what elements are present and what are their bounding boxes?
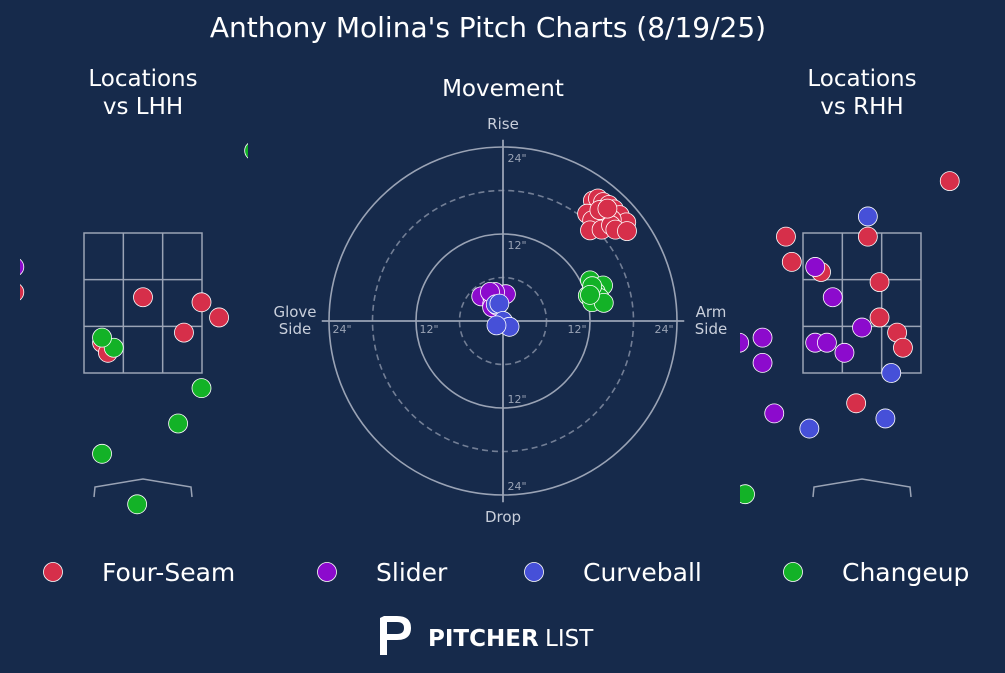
rhh-pitch-changeup [740,484,755,505]
rhh-pitch-curveball [857,206,878,227]
rhh-pitch-four-seam [869,272,890,293]
rhh-pitch-slider [654,404,673,423]
lhh-pitch-four-seam [209,307,229,328]
movement-pitch-four-seam [617,221,637,242]
lhh-pitch-changeup [191,378,212,399]
movement-panel-title: Movement [442,76,564,102]
movement-tick-label: 12" [419,323,438,336]
rhh-pitch-slider [654,348,673,367]
rhh-pitch-slider [665,454,684,473]
rhh-pitch-slider [834,342,855,363]
rhh-pitch-curveball [799,418,820,439]
lhh-pitch-four-seam [191,292,212,313]
legend-marker-curveball [524,562,544,582]
movement-tick-label: 24" [507,480,526,493]
rhh-pitch-slider [764,403,785,424]
logo-p-icon [380,616,411,655]
movement-tick-label: 12" [567,323,586,336]
movement-tick-label: 24" [507,152,526,165]
legend: Four-Seam Slider Curveball Changeup [43,558,969,587]
rhh-pitch-slider [822,287,843,308]
movement-plot: 12" 12" 12" 12" 24" 24" 24" 24" Rise Drop Glove Sid… [273,115,727,526]
legend-label-four-seam: Four-Seam [102,558,235,587]
rhh-pitch-four-seam [846,393,867,414]
movement-tick-label: 24" [654,323,673,336]
movement-pitch-four-seam [597,198,618,219]
rhh-pitch-slider [752,352,773,373]
movement-pitch-changeup [580,284,600,305]
chart-title: Anthony Molina's Pitch Charts (8/19/25) [210,11,766,44]
rhh-pitch-curveball [875,408,896,429]
movement-pitch-curveball [489,293,510,314]
legend-marker-changeup [783,562,803,582]
movement-label-glove-side: Glove Side [273,303,316,338]
rhh-pitch-slider [817,332,837,353]
lhh-pitch-changeup [244,143,248,159]
movement-tick-label: 12" [507,239,526,252]
rhh-pitch-four-seam [776,226,796,247]
legend-marker-four-seam [43,562,63,582]
lhh-pitch-four-seam [20,284,25,301]
lhh-pitch-changeup [127,494,148,515]
rhh-pitch-four-seam [648,358,667,377]
rhh-pitch-four-seam [857,226,878,247]
movement-label-arm-side: Arm Side [695,303,727,338]
lhh-pitch-changeup [0,465,12,484]
lhh-pitch-four-seam [133,287,153,308]
rhh-pitch-four-seam [939,171,960,192]
lhh-pitch-changeup [92,327,112,348]
legend-marker-slider [317,562,337,582]
rhh-panel-title: Locations vs RHH [807,66,916,120]
lhh-pitch-changeup [168,413,189,434]
lhh-home-plate [93,478,193,498]
pitcherlist-logo: PITCHER LIST [380,616,594,655]
rhh-pitch-curveball [881,363,902,383]
movement-pitch-curveball [486,315,507,336]
rhh-pitch-slider [852,317,872,338]
rhh-pitch-four-seam [893,337,913,358]
logo-text-light: LIST [545,626,594,652]
rhh-home-plate [812,478,912,498]
legend-label-changeup: Changeup [842,558,969,587]
rhh-pitch-four-seam [671,237,690,256]
rhh-pitch-four-seam [970,151,989,170]
legend-label-curveball: Curveball [583,558,702,587]
movement-tick-label: 24" [332,323,351,336]
lhh-pitch-slider [20,258,25,276]
movement-label-drop: Drop [485,508,521,526]
rhh-location-plot [648,151,989,534]
rhh-pitch-slider [805,257,826,277]
movement-tick-label: 12" [507,393,526,406]
lhh-location-plot [0,143,270,515]
rhh-pitch-four-seam [683,343,702,362]
lhh-pitch-four-seam [251,313,270,332]
rhh-pitch-curveball [712,515,731,534]
rhh-pitch-four-seam [781,251,802,272]
legend-label-slider: Slider [376,558,448,587]
rhh-pitch-slider [700,444,719,463]
rhh-pitch-slider [752,327,773,348]
movement-label-rise: Rise [487,115,519,133]
rhh-pitch-four-seam [869,307,890,328]
lhh-pitch-four-seam [174,322,194,343]
lhh-pitch-changeup [92,443,112,464]
rhh-pitch-four-seam [671,404,690,423]
rhh-pitch-slider [740,332,750,353]
lhh-panel-title: Locations vs LHH [88,66,197,120]
logo-text-bold: PITCHER [428,626,539,652]
